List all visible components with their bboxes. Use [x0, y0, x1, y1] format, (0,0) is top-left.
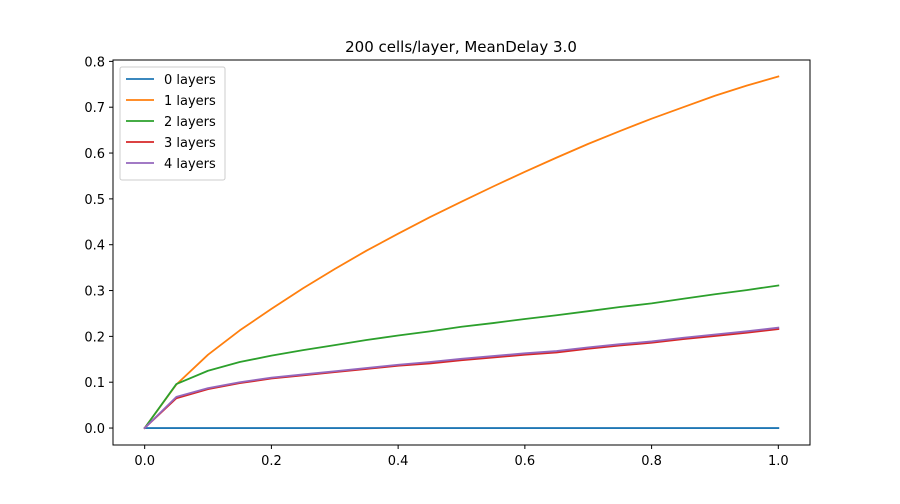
series-line-4 [143, 326, 780, 430]
y-tick-label: 0.4 [84, 239, 105, 254]
y-tick-label: 0.1 [84, 376, 105, 391]
series-line-2 [143, 284, 780, 430]
x-tick-label: 0.0 [134, 454, 155, 469]
y-tick-label: 0.8 [84, 55, 105, 70]
y-tick-label: 0.6 [84, 147, 105, 162]
legend: 0 layers 1 layers 2 layers 3 layers 4 layers [119, 66, 226, 181]
legend-box [119, 66, 226, 181]
x-tick-label: 0.8 [641, 454, 662, 469]
legend-label-1: 1 layers [164, 94, 216, 109]
legend-label-4: 4 layers [164, 157, 216, 172]
y-tick-label: 0.5 [84, 193, 105, 208]
legend-label-2: 2 layers [164, 115, 216, 130]
y-tick-label: 0.7 [84, 101, 105, 116]
series-line-1 [143, 75, 780, 430]
x-tick-label: 1.0 [768, 454, 789, 469]
legend-label-3: 3 layers [164, 136, 216, 151]
legend-label-0: 0 layers [164, 73, 216, 88]
x-tick-label: 0.4 [388, 454, 409, 469]
y-tick-label: 0.0 [84, 422, 105, 437]
y-axis: 0.0 0.1 0.2 0.3 0.4 0.5 0.6 0.7 0.8 [84, 55, 113, 437]
chart-title: 200 cells/layer, MeanDelay 3.0 [345, 38, 577, 56]
x-tick-label: 0.6 [515, 454, 536, 469]
x-axis: 0.0 0.2 0.4 0.6 0.8 1.0 [134, 445, 789, 469]
y-tick-label: 0.3 [84, 285, 105, 300]
plot-frame [112, 59, 811, 446]
x-tick-label: 0.2 [261, 454, 282, 469]
series-line-3 [143, 328, 780, 430]
series-layer [143, 75, 780, 430]
y-tick-label: 0.2 [84, 330, 105, 345]
